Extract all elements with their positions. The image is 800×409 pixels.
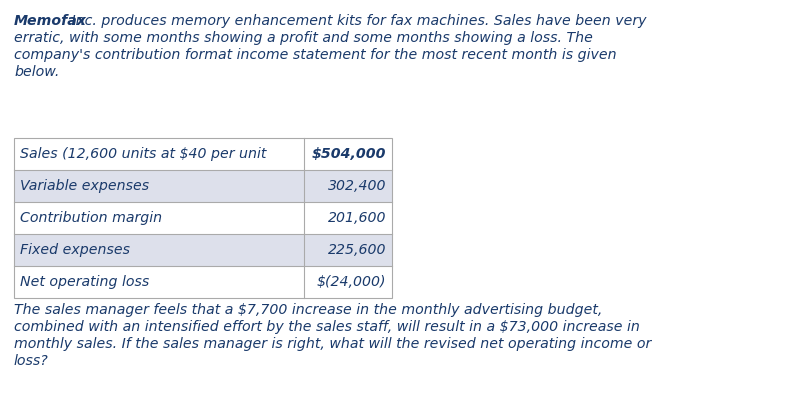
Text: Variable expenses: Variable expenses: [20, 179, 149, 193]
Text: $504,000: $504,000: [311, 147, 386, 161]
Bar: [14, 170, 392, 202]
Text: 225,600: 225,600: [327, 243, 386, 257]
Bar: [14, 234, 392, 266]
Text: loss?: loss?: [14, 354, 49, 368]
Text: Sales (12,600 units at $40 per unit: Sales (12,600 units at $40 per unit: [20, 147, 266, 161]
Bar: [14, 202, 392, 234]
Text: 201,600: 201,600: [327, 211, 386, 225]
Text: monthly sales. If the sales manager is right, what will the revised net operatin: monthly sales. If the sales manager is r…: [14, 337, 651, 351]
Text: $(24,000): $(24,000): [317, 275, 386, 289]
Text: Net operating loss: Net operating loss: [20, 275, 150, 289]
Text: combined with an intensified effort by the sales staff, will result in a $73,000: combined with an intensified effort by t…: [14, 320, 640, 334]
Bar: [14, 266, 392, 298]
Text: Fixed expenses: Fixed expenses: [20, 243, 130, 257]
Text: company's contribution format income statement for the most recent month is give: company's contribution format income sta…: [14, 48, 617, 62]
Text: below.: below.: [14, 65, 59, 79]
Text: 302,400: 302,400: [327, 179, 386, 193]
Text: Memofax: Memofax: [14, 14, 87, 28]
Text: Inc. produces memory enhancement kits for fax machines. Sales have been very: Inc. produces memory enhancement kits fo…: [67, 14, 646, 28]
Text: Contribution margin: Contribution margin: [20, 211, 162, 225]
Text: The sales manager feels that a $7,700 increase in the monthly advertising budget: The sales manager feels that a $7,700 in…: [14, 303, 602, 317]
Text: erratic, with some months showing a profit and some months showing a loss. The: erratic, with some months showing a prof…: [14, 31, 593, 45]
Bar: [14, 138, 392, 170]
Bar: [14, 138, 392, 298]
